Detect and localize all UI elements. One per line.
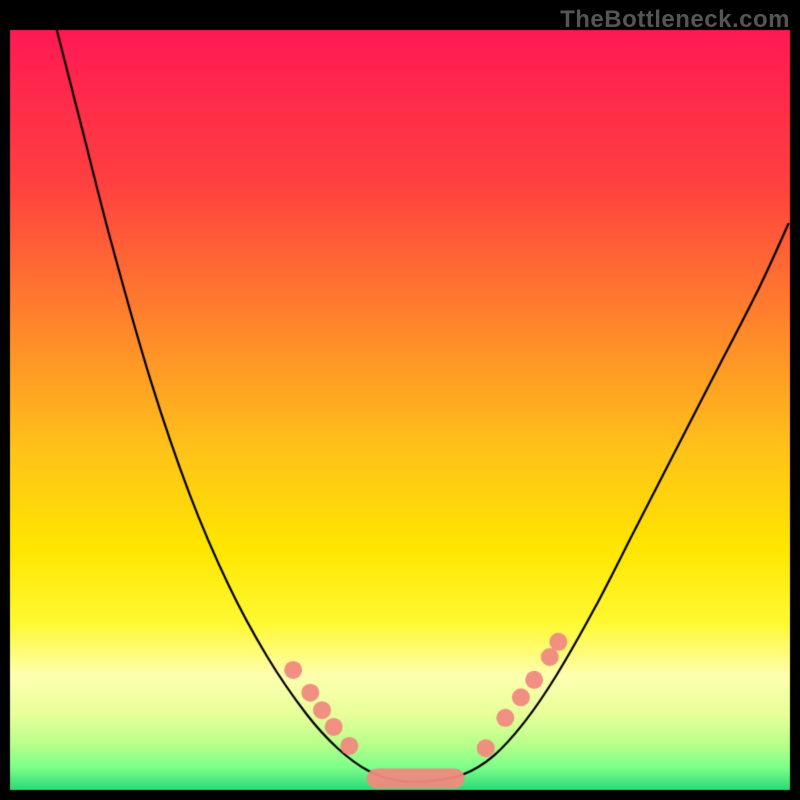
bottleneck-curve-chart xyxy=(0,0,800,800)
watermark-text: TheBottleneck.com xyxy=(560,6,790,34)
